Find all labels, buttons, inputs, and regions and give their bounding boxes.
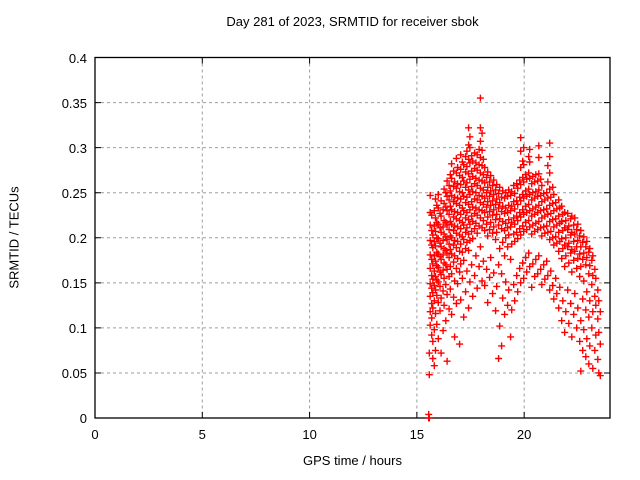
y-tick-label: 0.25 xyxy=(61,185,87,201)
x-tick-label: 15 xyxy=(409,427,425,442)
scatter-points xyxy=(425,94,604,422)
y-tick-label: 0.1 xyxy=(68,320,87,336)
x-tick-label: 10 xyxy=(302,427,317,442)
y-tick-label: 0.05 xyxy=(61,365,87,381)
y-tick-label: 0.4 xyxy=(68,50,87,66)
axis-ticks xyxy=(94,57,610,419)
y-tick-label: 0.2 xyxy=(68,230,87,246)
y-tick-label: 0.35 xyxy=(61,95,87,111)
y-tick-label: 0 xyxy=(79,411,87,426)
y-tick-label: 0.15 xyxy=(61,275,87,291)
chart-title: Day 281 of 2023, SRMTID for receiver sbo… xyxy=(226,14,479,29)
grid-lines xyxy=(95,57,610,418)
x-tick-label: 0 xyxy=(91,427,99,442)
x-axis-label: GPS time / hours xyxy=(303,453,402,468)
x-tick-label: 5 xyxy=(198,427,206,442)
x-tick-label: 20 xyxy=(516,427,532,442)
y-tick-label: 0.3 xyxy=(68,140,87,156)
plot-border xyxy=(94,56,611,419)
